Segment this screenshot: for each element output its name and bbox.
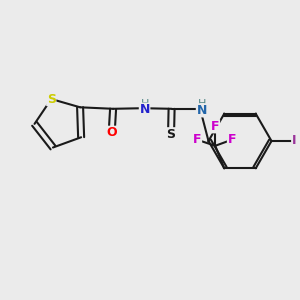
Text: O: O: [106, 126, 117, 139]
Text: I: I: [292, 134, 296, 148]
Text: S: S: [167, 128, 176, 141]
Text: H: H: [197, 99, 206, 109]
Text: S: S: [47, 92, 56, 106]
Text: H: H: [140, 99, 149, 109]
Text: F: F: [227, 133, 236, 146]
Text: F: F: [211, 120, 220, 133]
Text: N: N: [196, 104, 207, 117]
Text: N: N: [140, 103, 150, 116]
Text: F: F: [193, 133, 202, 146]
